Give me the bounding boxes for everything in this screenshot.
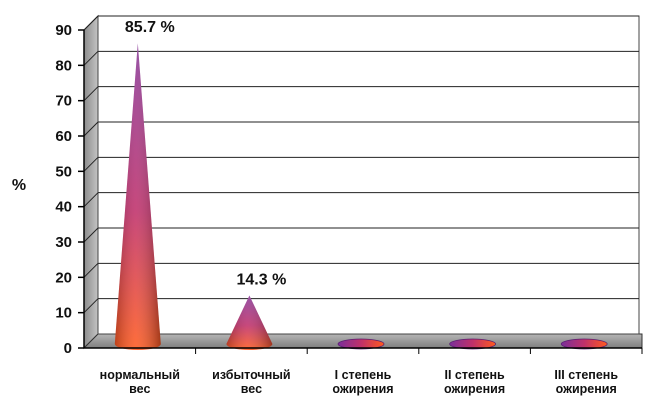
gridlines bbox=[83, 15, 639, 314]
cone-shade-2 bbox=[226, 295, 273, 350]
gridline-diagonal bbox=[83, 15, 99, 31]
x-tick-label-line: вес bbox=[241, 382, 262, 396]
data-label-1: 85.7 % bbox=[125, 19, 175, 36]
side-wall bbox=[83, 14, 99, 350]
x-tick-label-line: ожирения bbox=[332, 382, 393, 396]
y-tick-label: 40 bbox=[55, 199, 72, 216]
data-labels: 85.7 % 14.3 % bbox=[125, 19, 286, 288]
y-tick-label: 10 bbox=[55, 305, 72, 322]
back-wall bbox=[97, 15, 640, 335]
y-axis: 0 10 20 30 40 50 60 70 80 90 bbox=[55, 22, 85, 357]
x-tick-label-line: нормальный bbox=[100, 368, 180, 382]
gridline-diagonal bbox=[83, 50, 99, 66]
y-tick-label: 50 bbox=[55, 163, 72, 180]
y-tick-label: 0 bbox=[64, 340, 72, 357]
y-tick-label: 60 bbox=[55, 128, 72, 145]
cone-base-4 bbox=[449, 338, 497, 350]
gridline-diagonal bbox=[83, 156, 99, 172]
gridline-diagonal bbox=[83, 298, 99, 314]
data-label-2: 14.3 % bbox=[236, 271, 286, 288]
x-tick-label-line: избыточный bbox=[212, 368, 290, 382]
x-tick-label: I степень ожирения bbox=[332, 368, 393, 396]
y-tick-label: 20 bbox=[55, 269, 72, 286]
cone-shade-1 bbox=[114, 43, 161, 351]
y-tick-label: 80 bbox=[55, 57, 72, 74]
gridline-diagonal bbox=[83, 227, 99, 243]
x-tick-label: нормальный вес bbox=[100, 368, 180, 396]
x-tick-label-line: III степень bbox=[554, 368, 618, 382]
x-tick-label-line: I степень bbox=[335, 368, 392, 382]
x-tick-label-line: вес bbox=[129, 382, 150, 396]
gridline-diagonal bbox=[83, 192, 99, 208]
y-axis-label: % bbox=[12, 177, 26, 194]
y-tick-label: 30 bbox=[55, 234, 72, 251]
y-tick-label: 90 bbox=[55, 22, 72, 39]
cone-base-5 bbox=[560, 338, 608, 350]
x-tick-label: избыточный вес bbox=[212, 368, 290, 396]
gridline-diagonal bbox=[83, 121, 99, 137]
y-tick-label: 70 bbox=[55, 93, 72, 110]
x-tick-label-line: ожирения bbox=[556, 382, 617, 396]
cone-base-3 bbox=[337, 338, 385, 350]
x-tick-label: II степень ожирения bbox=[444, 368, 505, 396]
gridline-diagonal bbox=[83, 262, 99, 278]
x-tick-label-line: ожирения bbox=[444, 382, 505, 396]
gridline-diagonal bbox=[83, 86, 99, 102]
cone-series bbox=[114, 43, 608, 351]
x-tick-label-line: II степень bbox=[445, 368, 505, 382]
x-tick-label: III степень ожирения bbox=[554, 368, 618, 396]
